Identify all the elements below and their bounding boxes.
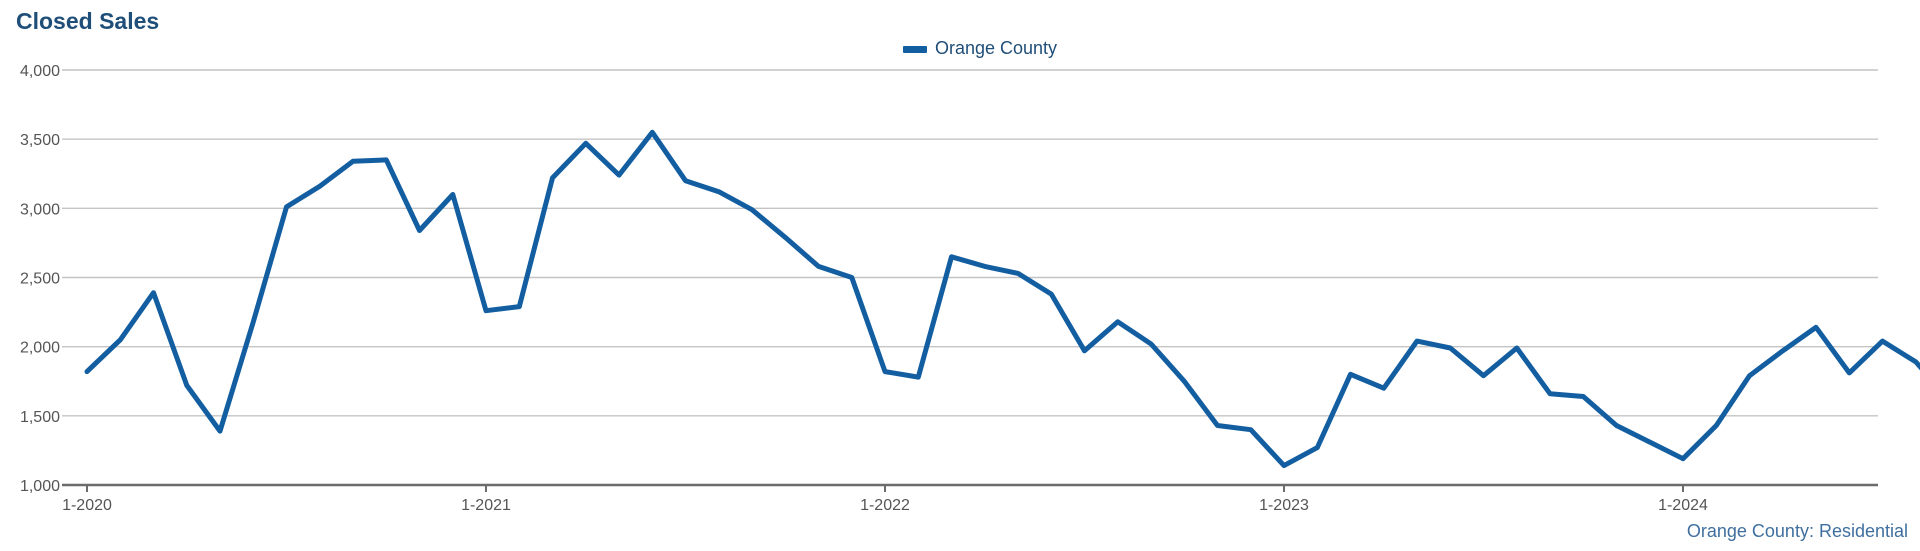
x-tick-label: 1-2022 xyxy=(860,497,910,514)
y-tick-label: 3,000 xyxy=(20,201,60,218)
x-tick-label: 1-2021 xyxy=(461,497,511,514)
series-line-orange-county xyxy=(84,129,1920,469)
x-tick-label: 1-2020 xyxy=(62,497,112,514)
chart-title: Closed Sales xyxy=(16,8,160,34)
x-tick-label: 1-2023 xyxy=(1259,497,1309,514)
y-tick-label: 1,000 xyxy=(20,478,60,495)
y-tick-label: 1,500 xyxy=(20,409,60,426)
legend-swatch xyxy=(902,45,927,53)
x-tick-label: 1-2024 xyxy=(1658,497,1708,514)
legend-label: Orange County xyxy=(934,38,1058,58)
y-tick-label: 3,500 xyxy=(20,132,60,149)
source-note: Orange County: Residential xyxy=(1686,521,1908,541)
legend: Orange County xyxy=(0,38,1920,59)
y-tick-label: 4,000 xyxy=(20,63,60,80)
y-tick-label: 2,500 xyxy=(20,271,60,288)
y-tick-label: 2,000 xyxy=(20,340,60,357)
